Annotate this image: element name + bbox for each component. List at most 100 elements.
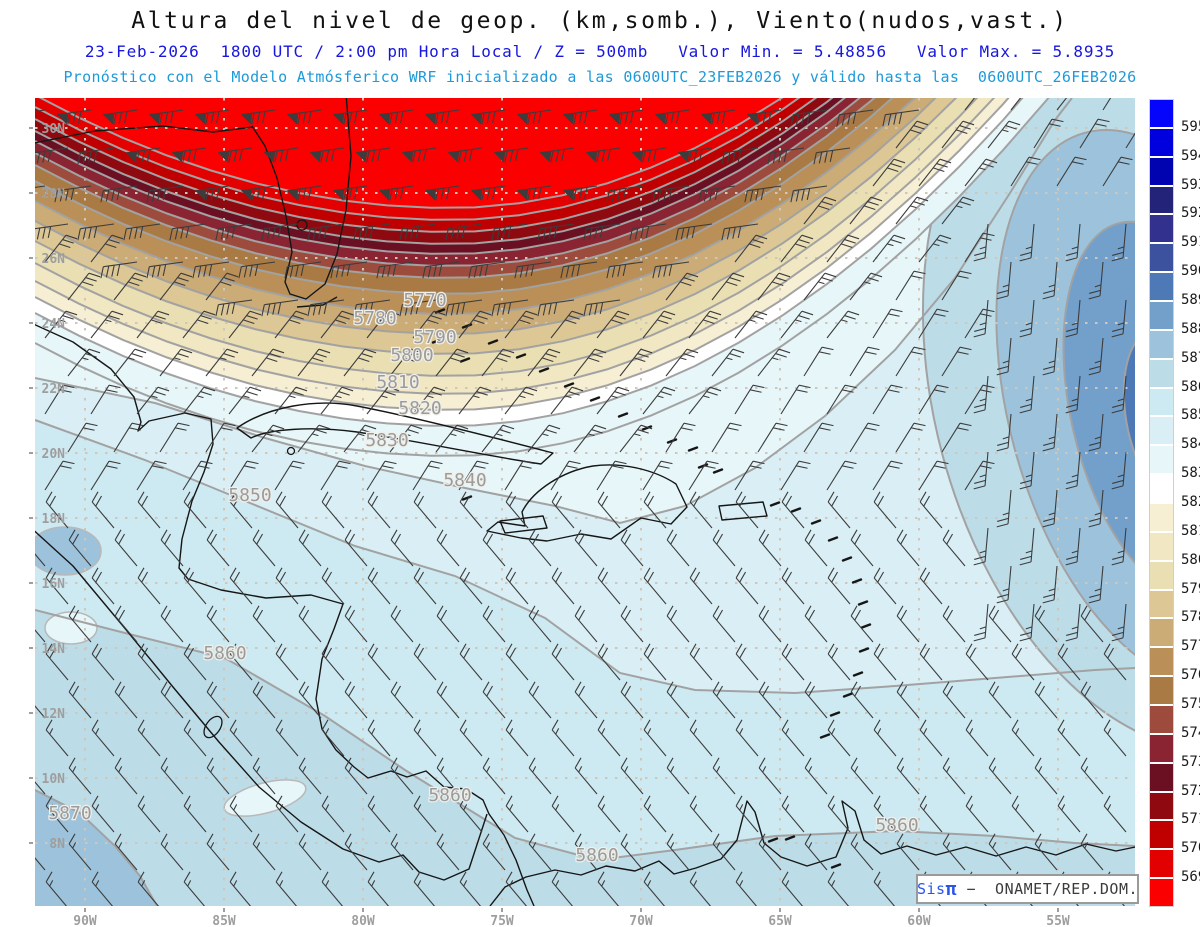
subtitle: 23-Feb-2026 1800 UTC / 2:00 pm Hora Loca… xyxy=(0,42,1200,61)
coastline xyxy=(251,98,352,300)
colorbar-tick-label: 5800 xyxy=(1181,551,1200,568)
lat-tick-label: 14N xyxy=(42,642,66,657)
contour-label: 5790 xyxy=(413,327,456,348)
colorbar xyxy=(1149,99,1174,907)
valor-min-text: Valor Min. = 5.48856 xyxy=(678,42,887,61)
colorbar-tick-label: 5700 xyxy=(1181,840,1200,857)
colorbar-segment xyxy=(1150,677,1173,705)
colorbar-segment xyxy=(1150,157,1173,185)
colorbar-segment xyxy=(1150,850,1173,878)
contour-label: 5800 xyxy=(390,345,433,366)
contour-label: 5860 xyxy=(875,815,918,836)
colorbar-tick-label: 5790 xyxy=(1181,580,1200,597)
forecast-model-text: Pronóstico con el Modelo Atmósferico WRF… xyxy=(63,68,1137,86)
lon-tick-label: 55W xyxy=(1046,914,1070,927)
colorbar-tick-label: 5830 xyxy=(1181,465,1200,482)
contour-label: 5870 xyxy=(48,803,91,824)
onamet-text: − ONAMET/REP.DOM. xyxy=(956,880,1139,898)
lat-tick-label: 26N xyxy=(42,252,66,267)
colorbar-segment xyxy=(1150,706,1173,733)
lon-tick-label: 80W xyxy=(351,914,375,927)
colorbar-tick-label: 5950 xyxy=(1181,118,1200,135)
coastline xyxy=(296,296,338,308)
contour-label: 5780 xyxy=(353,308,396,329)
colorbar-segment xyxy=(1150,648,1173,676)
colorbar-tick-label: 5780 xyxy=(1181,609,1200,626)
colorbar-segment xyxy=(1150,504,1173,531)
colorbar-tick-label: 5760 xyxy=(1181,667,1200,684)
contour-label: 5820 xyxy=(398,398,441,419)
lat-tick-label: 20N xyxy=(42,447,66,462)
contour-label: 5860 xyxy=(428,785,471,806)
colorbar-tick-label: 5690 xyxy=(1181,869,1200,886)
colorbar-segment xyxy=(1150,388,1173,416)
lon-tick-label: 75W xyxy=(490,914,514,927)
colorbar-segment xyxy=(1150,244,1173,272)
colorbar-segment xyxy=(1150,821,1173,849)
colorbar-tick-label: 5720 xyxy=(1181,782,1200,799)
colorbar-tick-label: 5920 xyxy=(1181,205,1200,222)
coastline xyxy=(489,800,1135,906)
colorbar-segment xyxy=(1150,359,1173,387)
lat-tick-label: 28N xyxy=(42,187,66,202)
lon-tick-label: 90W xyxy=(73,914,97,927)
contour-label: 5830 xyxy=(365,430,408,451)
lat-tick-label: 24N xyxy=(42,317,66,332)
map-canvas: 5770 5780 5790 5800 5810 5820 5830 5840 5850 5860… xyxy=(0,95,1145,927)
colorbar-segment xyxy=(1150,302,1173,329)
colorbar-segment xyxy=(1150,590,1173,618)
pi-icon: π xyxy=(945,878,957,900)
lat-tick-label: 8N xyxy=(49,837,65,852)
colorbar-tick-label: 5850 xyxy=(1181,407,1200,424)
colorbar-tick-label: 5820 xyxy=(1181,494,1200,510)
colorbar-labels: 5950 5940 5930 5920 5910 5900 5890 5880 5870 5860… xyxy=(1181,99,1200,907)
sispi-logo-text: Sis xyxy=(916,880,946,898)
colorbar-segment xyxy=(1150,186,1173,214)
lat-tick-label: 18N xyxy=(42,512,66,527)
colorbar-tick-label: 5900 xyxy=(1181,263,1200,280)
lat-tick-label: 16N xyxy=(42,577,66,592)
contour-label: 5860 xyxy=(203,643,246,664)
lon-tick-label: 65W xyxy=(768,914,792,927)
colorbar-tick-label: 5890 xyxy=(1181,292,1200,308)
branding-box: Sis π − ONAMET/REP.DOM. xyxy=(916,874,1139,904)
colorbar-segment xyxy=(1150,763,1173,791)
colorbar-segment xyxy=(1150,417,1173,445)
colorbar-segment xyxy=(1150,475,1173,503)
lon-tick-label: 60W xyxy=(907,914,931,927)
colorbar-segment xyxy=(1150,215,1173,243)
valor-max-text: Valor Max. = 5.8935 xyxy=(916,42,1116,61)
coastline xyxy=(486,464,688,542)
colorbar-segment xyxy=(1150,128,1173,156)
colorbar-segment xyxy=(1150,273,1173,301)
colorbar-tick-label: 5910 xyxy=(1181,234,1200,251)
coastline xyxy=(236,402,554,465)
colorbar-segment xyxy=(1150,792,1173,820)
colorbar-tick-label: 5930 xyxy=(1181,176,1200,193)
colorbar-segment xyxy=(1150,330,1173,358)
lat-tick-label: 22N xyxy=(42,382,66,397)
contour-label: 5770 xyxy=(403,290,446,311)
colorbar-tick-label: 5770 xyxy=(1181,638,1200,655)
colorbar-segment xyxy=(1150,446,1173,474)
colorbar-tick-label: 5840 xyxy=(1181,436,1200,453)
colorbar-tick-label: 5740 xyxy=(1181,724,1200,741)
lat-tick-label: 12N xyxy=(42,707,66,722)
colorbar-tick-label: 5870 xyxy=(1181,349,1200,366)
contour-label: 5840 xyxy=(443,470,486,491)
colorbar-segment xyxy=(1150,619,1173,647)
lon-tick-label: 85W xyxy=(212,914,236,927)
contour-label: 5860 xyxy=(575,845,618,866)
lon-tick-label: 70W xyxy=(629,914,653,927)
lat-tick-label: 10N xyxy=(42,772,66,787)
colorbar-segment xyxy=(1150,100,1173,127)
colorbar-tick-label: 5730 xyxy=(1181,753,1200,770)
valid-datetime-text: 23-Feb-2026 1800 UTC / 2:00 pm Hora Loca… xyxy=(84,42,649,61)
colorbar-segment xyxy=(1150,532,1173,560)
lat-tick-label: 30N xyxy=(42,122,66,137)
colorbar-tick-label: 5860 xyxy=(1181,378,1200,395)
coastline xyxy=(35,125,254,144)
coastline xyxy=(35,530,488,881)
